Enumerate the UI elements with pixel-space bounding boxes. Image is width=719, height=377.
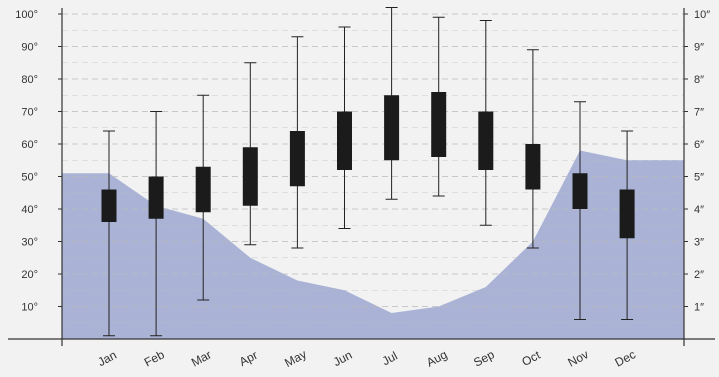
box-mar [195,94,211,301]
right-tick-label: 10″ [694,9,710,21]
right-tick-label: 7″ [694,107,704,119]
box-body [101,189,117,222]
box-feb [148,111,164,337]
left-tick-label: 100° [15,9,38,21]
left-tick-label: 30° [21,237,38,249]
right-tick-label: 3″ [694,237,704,249]
box-jun [337,26,352,229]
temperature-boxes [101,7,635,337]
box-oct [525,49,541,249]
precipitation-area [62,150,684,339]
box-body [478,111,494,170]
right-tick-label: 8″ [694,74,704,86]
axes [8,8,715,346]
month-label-jul: Jul [380,349,400,369]
left-tick-label: 70° [21,107,38,119]
box-body [148,176,164,219]
left-tick-label: 50° [21,172,38,184]
precipitation-area-layer [62,150,684,339]
right-tick-label: 1″ [694,302,704,314]
left-tick-label: 40° [21,204,38,216]
right-tick-label: 5″ [694,172,704,184]
left-tick-label: 20° [21,269,38,281]
right-tick-label: 2″ [694,269,704,281]
box-body [619,189,635,239]
box-may [289,36,305,249]
gridlines [62,13,684,324]
right-tick-label: 6″ [694,139,704,151]
left-tick-label: 80° [21,74,38,86]
right-tick-label: 9″ [694,42,704,54]
box-body [525,144,541,190]
box-body [289,131,305,187]
left-tick-label: 90° [21,42,38,54]
box-aug [431,16,447,197]
box-body [431,92,447,157]
box-dec [619,130,635,320]
box-apr [242,62,258,246]
box-sep [478,20,494,226]
box-body [195,166,211,213]
box-body [572,173,588,209]
right-tick-label: 4″ [694,204,704,216]
box-body [242,147,258,206]
left-tick-label: 60° [21,139,38,151]
box-body [384,95,400,161]
box-jul [384,7,400,200]
box-nov [572,101,588,320]
left-tick-label: 10° [21,302,38,314]
box-jan [101,130,117,337]
box-body [337,111,352,170]
